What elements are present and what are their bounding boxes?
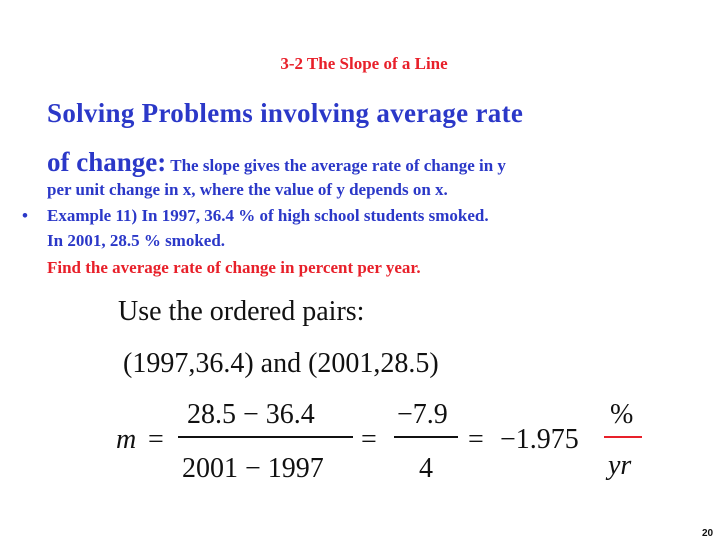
bullet-icon: •: [22, 206, 28, 225]
fraction2-denominator: 4: [419, 453, 433, 484]
fraction2-bar: [394, 436, 458, 438]
result-value: −1.975: [500, 424, 579, 455]
definition-text-continued: per unit change in x, where the value of…: [47, 180, 448, 199]
page-number: 20: [702, 528, 714, 539]
unit-numerator: %: [610, 399, 634, 430]
example-text-line2: In 2001, 28.5 % smoked.: [47, 231, 226, 250]
equals-sign-3: =: [468, 424, 484, 455]
heading-tail: of change:: [47, 147, 167, 177]
fraction1-bar: [178, 436, 353, 438]
example-task: Find the average rate of change in perce…: [47, 258, 421, 277]
fraction1-denominator: 2001 − 1997: [182, 453, 324, 484]
instruction-text: Use the ordered pairs:: [118, 296, 365, 327]
slope-variable: m: [116, 424, 137, 455]
fraction2-numerator: −7.9: [397, 399, 448, 430]
definition-text: The slope gives the average rate of chan…: [170, 156, 506, 175]
heading-continuation: of change: The slope gives the average r…: [47, 147, 506, 178]
unit-bar: [604, 436, 642, 438]
example-text-line1: Example 11) In 1997, 36.4 % of high scho…: [47, 206, 489, 225]
equals-sign-2: =: [361, 424, 377, 455]
slide-title: 3-2 The Slope of a Line: [280, 54, 448, 73]
unit-denominator: yr: [608, 450, 632, 481]
section-heading: Solving Problems involving average rate: [47, 98, 524, 128]
fraction1-numerator: 28.5 − 36.4: [187, 399, 315, 430]
ordered-pairs: (1997,36.4) and (2001,28.5): [123, 348, 439, 379]
equals-sign-1: =: [148, 424, 164, 455]
